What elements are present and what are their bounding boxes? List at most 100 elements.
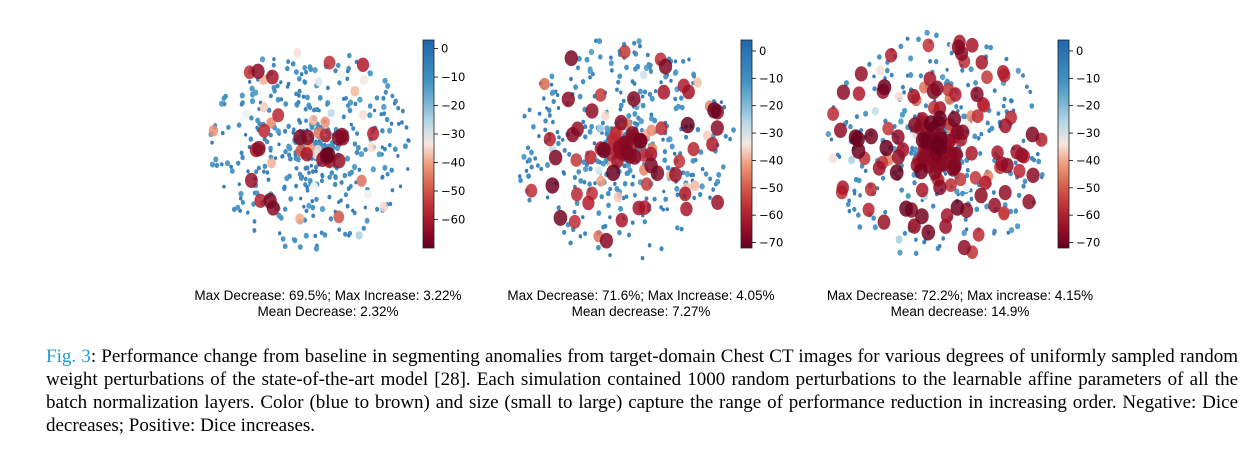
scatter-point bbox=[968, 66, 974, 73]
scatter-point bbox=[679, 104, 685, 111]
colorbar-tick-label: −20 bbox=[441, 99, 465, 113]
scatter-point bbox=[619, 90, 623, 95]
scatter-point bbox=[825, 131, 831, 138]
scatter-point bbox=[297, 88, 302, 94]
scatter-point bbox=[342, 172, 348, 179]
scatter-point bbox=[259, 56, 266, 63]
scatter-point bbox=[522, 113, 527, 119]
scatter-point bbox=[301, 94, 306, 99]
scatter-point bbox=[566, 126, 580, 143]
scatter-point bbox=[518, 174, 522, 179]
scatter-point bbox=[975, 55, 988, 70]
scatter-point bbox=[562, 147, 567, 153]
scatter-point bbox=[521, 153, 527, 160]
scatter-point bbox=[341, 114, 346, 120]
scatter-point bbox=[294, 101, 300, 108]
scatter-point bbox=[305, 165, 310, 171]
scatter-point bbox=[574, 200, 580, 206]
scatter-point bbox=[279, 97, 284, 102]
scatter-point bbox=[722, 105, 727, 110]
scatter-point bbox=[635, 63, 641, 70]
scatter-point bbox=[303, 182, 308, 188]
scatter-point bbox=[699, 183, 705, 190]
scatter-point bbox=[933, 179, 947, 196]
scatter-point bbox=[380, 145, 384, 150]
scatter-point bbox=[336, 62, 341, 69]
scatter-point bbox=[633, 51, 639, 57]
scatter-point bbox=[397, 121, 401, 126]
scatter-point bbox=[731, 127, 736, 133]
scatter-point bbox=[965, 146, 978, 161]
scatter-point bbox=[581, 119, 586, 125]
scatter-point bbox=[617, 73, 623, 79]
scatter-point bbox=[1013, 208, 1019, 214]
scatter-point bbox=[287, 152, 292, 158]
scatter-point bbox=[315, 77, 323, 87]
colorbar-tick-label: −20 bbox=[1076, 99, 1100, 113]
scatter-point bbox=[373, 108, 377, 113]
scatter-point bbox=[576, 65, 580, 71]
scatter-point bbox=[1013, 163, 1026, 179]
scatter-point bbox=[254, 169, 259, 175]
scatter-point bbox=[345, 203, 350, 209]
scatter-point bbox=[707, 102, 722, 119]
scatter-point bbox=[543, 127, 548, 133]
scatter-point bbox=[310, 169, 315, 175]
scatter-point bbox=[286, 59, 291, 65]
scatter-point bbox=[891, 129, 905, 145]
scatter-point bbox=[913, 250, 919, 256]
scatter-point bbox=[617, 229, 622, 236]
scatter-point bbox=[237, 182, 241, 187]
scatter-point bbox=[572, 175, 577, 180]
scatter-point bbox=[339, 180, 344, 185]
scatter-point bbox=[596, 175, 606, 187]
scatter-point bbox=[622, 163, 627, 169]
scatter-point bbox=[673, 154, 686, 169]
scatter-point bbox=[624, 64, 629, 71]
scatter-point bbox=[585, 103, 599, 119]
scatter-point bbox=[547, 113, 552, 118]
scatter-point bbox=[587, 181, 592, 187]
scatter-point bbox=[1025, 126, 1040, 143]
scatter-point bbox=[665, 207, 669, 212]
scatter-point bbox=[578, 234, 583, 239]
scatter-point bbox=[364, 217, 370, 224]
stats-panel-2: Max Decrease: 71.6%; Max Increase: 4.05%… bbox=[461, 288, 821, 320]
scatter-point bbox=[923, 103, 929, 109]
scatter-point bbox=[320, 173, 325, 179]
scatter-point bbox=[588, 75, 592, 80]
scatter-point bbox=[337, 227, 342, 232]
scatter-point bbox=[370, 166, 376, 173]
scatter-point bbox=[924, 29, 930, 36]
scatter-point bbox=[1036, 158, 1042, 165]
scatter-point bbox=[309, 163, 313, 168]
scatter-point bbox=[307, 64, 313, 71]
scatter-point bbox=[972, 133, 978, 140]
scatter-point bbox=[674, 185, 680, 192]
scatter-point bbox=[647, 243, 652, 248]
scatter-point bbox=[379, 112, 384, 117]
scatter-point bbox=[587, 128, 593, 135]
scatter-point bbox=[961, 229, 967, 237]
scatter-point bbox=[264, 139, 270, 145]
scatter-point bbox=[262, 163, 268, 169]
scatter-point bbox=[1036, 152, 1040, 157]
scatter-point bbox=[573, 84, 578, 90]
scatter-point bbox=[954, 104, 959, 109]
scatter-point bbox=[836, 152, 840, 157]
scatter-point bbox=[208, 125, 219, 137]
scatter-point bbox=[349, 169, 354, 176]
scatter-point bbox=[621, 98, 626, 104]
scatter-point bbox=[236, 160, 241, 166]
scatter-point bbox=[653, 89, 658, 94]
scatter-point bbox=[524, 168, 529, 173]
scatter-point bbox=[999, 118, 1012, 134]
scatter-point bbox=[356, 57, 370, 72]
scatter-point bbox=[1013, 160, 1018, 166]
scatter-point bbox=[635, 121, 640, 127]
scatter-point bbox=[895, 235, 903, 244]
scatter-point bbox=[659, 205, 663, 210]
figure-label[interactable]: Fig. 3 bbox=[46, 346, 91, 367]
scatter-point bbox=[589, 123, 594, 130]
scatter-point bbox=[669, 143, 675, 150]
